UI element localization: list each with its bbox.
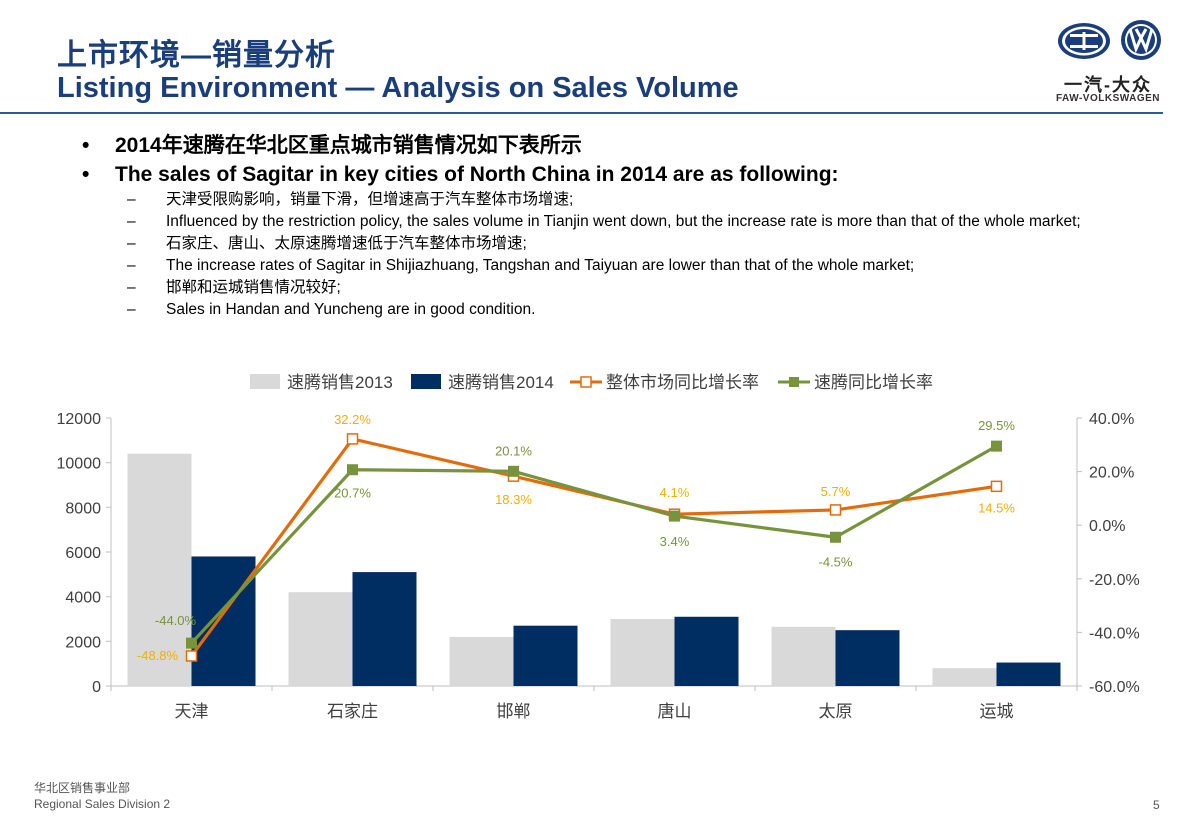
market-growth-label: 5.7% <box>821 484 851 499</box>
y-right-tick-label: 20.0% <box>1089 465 1134 482</box>
faw-vw-logo <box>1058 20 1161 60</box>
market-growth-point <box>990 480 1003 493</box>
footer-dept-en: Regional Sales Division 2 <box>34 797 171 811</box>
bar-2014 <box>996 662 1061 686</box>
legend-label-market: 整体市场同比增长率 <box>606 373 759 392</box>
legend-swatch-2013 <box>250 374 280 389</box>
x-tick-label: 运城 <box>980 702 1014 721</box>
legend-label-sagitar: 速腾同比增长率 <box>814 373 933 392</box>
sagitar-growth-label: 20.1% <box>495 443 532 458</box>
bullet-sub: 石家庄、唐山、太原速腾增速低于汽车整体市场增速; <box>80 233 1160 255</box>
bullet-sub: Sales in Handan and Yuncheng are in good… <box>80 299 1160 321</box>
bar-2013 <box>932 668 997 686</box>
legend-marker-market <box>580 376 592 388</box>
bar-2013 <box>127 453 192 686</box>
faw-logo-icon <box>1058 23 1110 59</box>
sagitar-growth-point <box>830 531 841 543</box>
sagitar-growth-point <box>669 510 680 522</box>
page-title-en: Listing Environment — Analysis on Sales … <box>57 72 739 104</box>
y-left-tick-label: 8000 <box>65 500 101 517</box>
y-left-tick-label: 10000 <box>57 456 102 473</box>
market-growth-label: 4.1% <box>660 485 690 500</box>
y-right-tick-label: -40.0% <box>1089 625 1140 642</box>
sagitar-growth-label: 3.4% <box>660 534 690 549</box>
bullet-sub: The increase rates of Sagitar in Shijiaz… <box>80 255 1160 277</box>
page-title-cn: 上市环境—销量分析 <box>57 39 336 72</box>
y-right-tick-label: 40.0% <box>1089 411 1134 428</box>
footer-dept-cn: 华北区销售事业部 <box>34 781 131 795</box>
sagitar-growth-label: -4.5% <box>819 554 853 569</box>
sagitar-growth-point <box>347 464 358 476</box>
logo-text-en: FAW-VOLKSWAGEN <box>1056 93 1161 104</box>
bullet-sub: 天津受限购影响，销量下滑，但增速高于汽车整体市场增速; <box>80 189 1160 211</box>
sales-chart: 0 2000 4000 6000 8000 10000 12000 -60.0% -40.0% -… <box>57 373 1140 721</box>
title-rule <box>0 112 1163 114</box>
bullet-sub: Influenced by the restriction policy, th… <box>80 211 1160 233</box>
legend-label-2014: 速腾销售2014 <box>448 373 554 392</box>
market-growth-label: 32.2% <box>334 412 371 427</box>
market-growth-label: -48.8% <box>137 648 179 663</box>
bar-2013 <box>610 619 675 686</box>
x-tick-label: 太原 <box>819 702 853 721</box>
market-growth-point <box>185 650 198 662</box>
bullet-main: 2014年速腾在华北区重点城市销售情况如下表所示 <box>80 131 1160 160</box>
sagitar-growth-label: 20.7% <box>334 486 371 501</box>
sagitar-growth-point <box>186 637 197 649</box>
bar-2013 <box>288 592 353 686</box>
market-growth-point <box>829 504 842 516</box>
bar-2014 <box>352 572 417 686</box>
y-left-tick-label: 4000 <box>65 590 101 607</box>
page-number: 5 <box>1153 798 1160 812</box>
market-growth-point <box>346 433 359 445</box>
bar-2014 <box>674 616 739 686</box>
x-tick-label: 石家庄 <box>327 702 378 721</box>
y-right-tick-label: -20.0% <box>1089 572 1140 589</box>
bullet-sub: 邯郸和运城销售情况较好; <box>80 277 1160 299</box>
market-growth-label: 14.5% <box>978 500 1015 515</box>
y-right-tick-label: 0.0% <box>1089 518 1125 535</box>
legend-label-2013: 速腾销售2013 <box>287 373 393 392</box>
x-tick-label: 天津 <box>175 702 209 721</box>
vw-logo-icon <box>1121 20 1161 60</box>
sagitar-growth-point <box>991 440 1002 452</box>
bar-2014 <box>835 630 900 686</box>
bar-2014 <box>513 625 578 686</box>
bullet-list: 2014年速腾在华北区重点城市销售情况如下表所示 The sales of Sa… <box>80 131 1160 321</box>
bullet-main: The sales of Sagitar in key cities of No… <box>80 160 1160 189</box>
legend-marker-sagitar <box>789 377 799 387</box>
bar-2013 <box>449 636 514 686</box>
x-tick-label: 邯郸 <box>497 702 531 721</box>
market-growth-label: 18.3% <box>495 492 532 507</box>
sagitar-growth-label: -44.0% <box>155 613 197 628</box>
y-right-tick-label: -60.0% <box>1089 679 1140 696</box>
y-left-tick-label: 12000 <box>57 411 102 428</box>
bar-2014 <box>191 556 256 686</box>
logo-text-cn: 一汽-大众 <box>1064 75 1152 95</box>
sagitar-growth-line <box>190 444 998 645</box>
legend-swatch-2014 <box>411 374 441 389</box>
y-left-tick-label: 0 <box>92 679 101 696</box>
bar-2013 <box>771 626 836 686</box>
sagitar-growth-label: 29.5% <box>978 418 1015 433</box>
y-left-tick-label: 6000 <box>65 545 101 562</box>
y-left-tick-label: 2000 <box>65 634 101 651</box>
sagitar-growth-point <box>508 465 519 477</box>
x-tick-label: 唐山 <box>658 701 692 721</box>
